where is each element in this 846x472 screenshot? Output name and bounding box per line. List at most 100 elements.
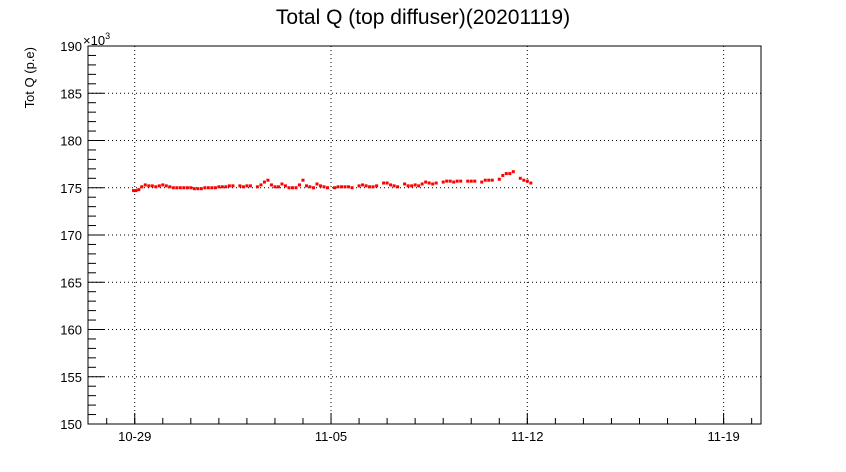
y-multiplier-label: ×103 xyxy=(83,31,110,48)
data-point xyxy=(164,184,168,188)
data-point xyxy=(459,179,463,183)
data-point xyxy=(245,184,249,188)
data-point xyxy=(473,179,477,183)
data-point xyxy=(385,181,389,185)
data-point xyxy=(525,179,529,183)
data-point xyxy=(522,178,526,182)
data-point xyxy=(508,172,512,176)
data-point xyxy=(213,186,217,190)
data-point xyxy=(413,183,417,187)
data-point xyxy=(206,186,210,190)
data-point xyxy=(529,181,533,185)
data-point xyxy=(420,182,424,186)
data-point xyxy=(304,184,308,188)
data-point xyxy=(171,186,175,190)
data-point xyxy=(431,182,435,186)
data-point xyxy=(452,180,456,184)
data-point xyxy=(308,185,312,189)
data-point xyxy=(134,189,138,193)
x-tick-label: 11-12 xyxy=(511,429,543,444)
data-point xyxy=(466,179,470,183)
data-point xyxy=(175,186,179,190)
data-point xyxy=(241,185,245,189)
data-point xyxy=(297,183,301,187)
data-point xyxy=(333,186,337,190)
y-tick-label: 190 xyxy=(60,39,82,54)
data-point xyxy=(448,179,452,183)
data-point xyxy=(490,178,494,182)
data-point xyxy=(192,187,196,191)
data-point xyxy=(364,184,368,188)
data-point xyxy=(185,186,189,190)
grid-layer xyxy=(88,46,761,424)
y-tick-label: 150 xyxy=(60,417,82,432)
data-point xyxy=(357,184,361,188)
data-point xyxy=(262,180,266,184)
data-point xyxy=(410,184,414,188)
data-point xyxy=(427,181,431,185)
data-point xyxy=(347,185,351,189)
data-point xyxy=(326,186,330,190)
tick-label-layer: 150 155 160 165 170 175 180 185 190 10-29 11-05 11-… xyxy=(60,39,739,444)
data-point xyxy=(143,183,147,187)
data-point xyxy=(375,184,379,188)
data-point xyxy=(343,185,347,189)
data-point xyxy=(168,185,172,189)
data-point xyxy=(196,187,200,191)
y-tick-label: 175 xyxy=(60,181,82,196)
data-point xyxy=(203,186,207,190)
data-point xyxy=(150,184,154,188)
data-point xyxy=(392,184,396,188)
data-point xyxy=(255,185,259,189)
data-point xyxy=(248,184,252,188)
data-point xyxy=(315,182,319,186)
data-point xyxy=(368,185,372,189)
data-point xyxy=(259,183,263,187)
data-point xyxy=(199,187,203,191)
data-point xyxy=(382,181,386,185)
x-tick-label: 11-19 xyxy=(707,429,739,444)
data-point xyxy=(322,185,326,189)
data-point xyxy=(336,185,340,189)
chart-title: Total Q (top diffuser)(20201119) xyxy=(276,6,570,29)
data-point xyxy=(396,185,400,189)
data-point xyxy=(518,176,522,180)
data-point xyxy=(441,180,445,184)
data-point xyxy=(483,178,487,182)
data-point xyxy=(210,186,214,190)
data-point xyxy=(283,184,287,188)
data-point xyxy=(371,185,375,189)
data-point xyxy=(287,186,291,190)
data-point xyxy=(424,180,428,184)
x-tick-label: 11-05 xyxy=(315,429,347,444)
data-point xyxy=(445,179,449,183)
data-point xyxy=(294,186,298,190)
data-point xyxy=(147,184,151,188)
data-point xyxy=(469,179,473,183)
data-point xyxy=(511,170,515,174)
data-point xyxy=(406,184,410,188)
data-point xyxy=(224,185,228,189)
data-point xyxy=(487,178,491,182)
data-point xyxy=(312,186,316,190)
y-tick-label: 165 xyxy=(60,275,82,290)
data-point xyxy=(161,183,165,187)
data-point xyxy=(220,185,224,189)
data-point xyxy=(231,184,235,188)
data-point xyxy=(154,185,158,189)
y-tick-label: 170 xyxy=(60,228,82,243)
y-tick-label: 180 xyxy=(60,134,82,149)
data-point xyxy=(273,185,277,189)
tick-layer xyxy=(88,45,753,425)
data-point xyxy=(140,185,144,189)
data-point xyxy=(280,182,284,186)
data-point xyxy=(269,183,273,187)
data-point xyxy=(417,184,421,188)
data-point xyxy=(132,189,136,193)
data-point xyxy=(227,184,231,188)
data-point xyxy=(455,179,459,183)
data-point xyxy=(319,184,323,188)
y-tick-label: 155 xyxy=(60,370,82,385)
data-point xyxy=(434,181,438,185)
